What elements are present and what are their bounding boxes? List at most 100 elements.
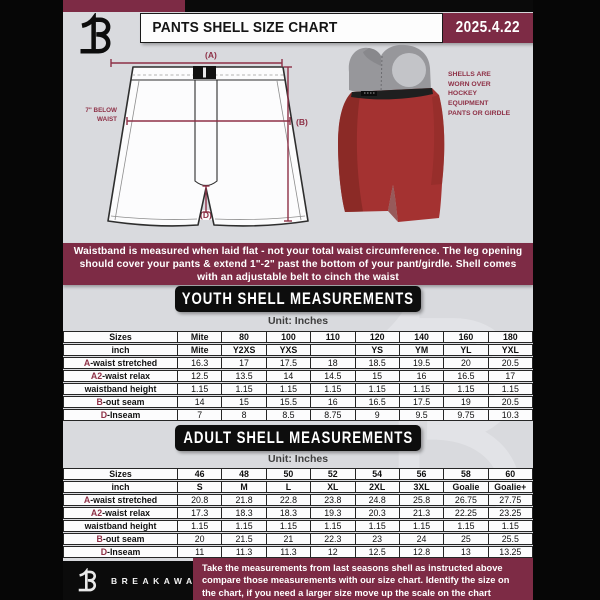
row-label: A-waist stretched bbox=[63, 494, 178, 506]
size-cell: YXS bbox=[266, 344, 312, 356]
size-cell: 23.8 bbox=[311, 494, 356, 506]
measurement-lines bbox=[110, 59, 292, 222]
size-cell: 7 bbox=[178, 409, 223, 421]
adult-section-heading-box: ADULT SHELL MEASUREMENTS bbox=[175, 425, 421, 451]
size-cell: 1.15 bbox=[178, 383, 223, 395]
size-cell: 24.8 bbox=[355, 494, 400, 506]
measure-d-label: (D) bbox=[199, 210, 213, 220]
size-cell: 21.3 bbox=[399, 507, 445, 519]
youth-section-heading-box: YOUTH SHELL MEASUREMENTS bbox=[175, 286, 421, 312]
table-row: inch S M L XL 2XL 3XL Goalie Goalie+ bbox=[63, 481, 533, 493]
row-label: Sizes bbox=[63, 331, 178, 343]
size-cell: 18.3 bbox=[222, 507, 267, 519]
size-cell: 1.15 bbox=[444, 383, 489, 395]
size-cell: 14.5 bbox=[311, 370, 356, 382]
size-cell: 10.3 bbox=[488, 409, 533, 421]
footer-note-box: Take the measurements from last seasons … bbox=[193, 558, 533, 600]
size-cell: 21 bbox=[266, 533, 312, 545]
size-cell: 26.75 bbox=[444, 494, 489, 506]
size-cell: 19.5 bbox=[399, 357, 445, 369]
size-cell: 25.8 bbox=[399, 494, 445, 506]
row-label: waistband height bbox=[63, 383, 178, 395]
size-cell: 9.5 bbox=[399, 409, 445, 421]
table-row: A-waist stretched 16.3 17 17.5 18 18.5 19.5 20 2… bbox=[63, 357, 533, 369]
row-label: waistband height bbox=[63, 520, 178, 532]
size-cell: 18 bbox=[311, 357, 356, 369]
size-cell: 11.3 bbox=[222, 546, 267, 558]
size-cell: 1.15 bbox=[399, 383, 445, 395]
size-cell: YL bbox=[444, 344, 489, 356]
adult-size-table: Sizes 46 48 50 52 54 56 58 60 inch S M L XL 2XL 3XL Goal… bbox=[63, 467, 533, 559]
size-cell: 1.15 bbox=[311, 383, 356, 395]
size-cell: 23.25 bbox=[488, 507, 533, 519]
size-cell: 12.5 bbox=[178, 370, 223, 382]
table-row: A-waist stretched 20.8 21.8 22.8 23.8 24.8 25.… bbox=[63, 494, 533, 506]
size-cell: 54 bbox=[355, 468, 400, 480]
table-row: B-out seam 20 21.5 21 22.3 23 24 25 25.5 bbox=[63, 533, 533, 545]
size-cell: 46 bbox=[178, 468, 223, 480]
breakaway-logo-footer-icon bbox=[78, 568, 97, 592]
size-cell: 52 bbox=[311, 468, 356, 480]
shell-photo bbox=[338, 44, 445, 222]
table-row: Sizes Mite 80 100 110 120 140 160 180 bbox=[63, 331, 533, 343]
size-cell: 20.5 bbox=[488, 357, 533, 369]
adult-section-heading: ADULT SHELL MEASUREMENTS bbox=[183, 428, 413, 447]
table-row: A2-waist relax 12.5 13.5 14 14.5 15 16 16.5 17 bbox=[63, 370, 533, 382]
row-label: inch bbox=[63, 344, 178, 356]
info-banner: Waistband is measured when laid flat - n… bbox=[63, 243, 533, 285]
size-cell: 8.5 bbox=[266, 409, 312, 421]
size-cell: M bbox=[222, 481, 267, 493]
size-cell: 1.15 bbox=[266, 520, 312, 532]
below-waist-note: 7" BELOW WAIST bbox=[85, 107, 117, 123]
size-cell: 14 bbox=[178, 396, 223, 408]
size-cell: 21.5 bbox=[222, 533, 267, 545]
size-cell: Mite bbox=[178, 331, 223, 343]
size-cell: 17.3 bbox=[178, 507, 223, 519]
youth-size-table: Sizes Mite 80 100 110 120 140 160 180 inch Mite Y2X… bbox=[63, 330, 533, 422]
size-cell: 17.5 bbox=[399, 396, 445, 408]
top-accent-bar bbox=[63, 0, 185, 12]
measure-b-label: (B) bbox=[296, 117, 308, 127]
youth-section-heading: YOUTH SHELL MEASUREMENTS bbox=[181, 289, 415, 308]
size-cell: 58 bbox=[444, 468, 489, 480]
size-cell: 8 bbox=[222, 409, 267, 421]
table-row: A2-waist relax 17.3 18.3 18.3 19.3 20.3 21.3 22… bbox=[63, 507, 533, 519]
row-label: D-Inseam bbox=[63, 546, 178, 558]
table-row: Sizes 46 48 50 52 54 56 58 60 bbox=[63, 468, 533, 480]
size-cell: 27.75 bbox=[488, 494, 533, 506]
size-cell: 1.15 bbox=[178, 520, 223, 532]
size-cell: L bbox=[266, 481, 312, 493]
size-cell: 15 bbox=[355, 370, 400, 382]
size-cell: 12.5 bbox=[355, 546, 400, 558]
size-cell: 17 bbox=[488, 370, 533, 382]
row-label: D-Inseam bbox=[63, 409, 178, 421]
size-cell: 16 bbox=[311, 396, 356, 408]
size-cell: 80 bbox=[222, 331, 267, 343]
date-text: 2025.4.22 bbox=[455, 19, 521, 36]
size-cell: 16.3 bbox=[178, 357, 223, 369]
size-cell: 17 bbox=[222, 357, 267, 369]
shell-worn-note: SHELLS ARE WORN OVER HOCKEY EQUIPMENT PA… bbox=[448, 71, 511, 117]
table-row: inch Mite Y2XS YXS YS YM YL YXL bbox=[63, 344, 533, 356]
size-cell: 24 bbox=[399, 533, 445, 545]
size-cell: 22.3 bbox=[311, 533, 356, 545]
top-strip bbox=[63, 0, 533, 12]
size-cell: 1.15 bbox=[399, 520, 445, 532]
size-cell: 13.25 bbox=[488, 546, 533, 558]
size-cell: 2XL bbox=[355, 481, 400, 493]
size-cell: 16.5 bbox=[444, 370, 489, 382]
size-cell: 16 bbox=[399, 370, 445, 382]
size-cell: 110 bbox=[311, 331, 356, 343]
size-cell: Goalie+ bbox=[488, 481, 533, 493]
row-label: Sizes bbox=[63, 468, 178, 480]
size-cell: 18.3 bbox=[266, 507, 312, 519]
size-cell: 20 bbox=[444, 357, 489, 369]
poster-page: PANTS SHELL SIZE CHART 2025.4.22 bbox=[63, 0, 533, 600]
size-cell: 16.5 bbox=[355, 396, 400, 408]
footer-brand: BREAKAWAY bbox=[77, 566, 206, 596]
size-cell: XL bbox=[311, 481, 356, 493]
size-cell bbox=[311, 344, 356, 356]
size-cell: 1.15 bbox=[488, 520, 533, 532]
size-cell: 20 bbox=[178, 533, 223, 545]
